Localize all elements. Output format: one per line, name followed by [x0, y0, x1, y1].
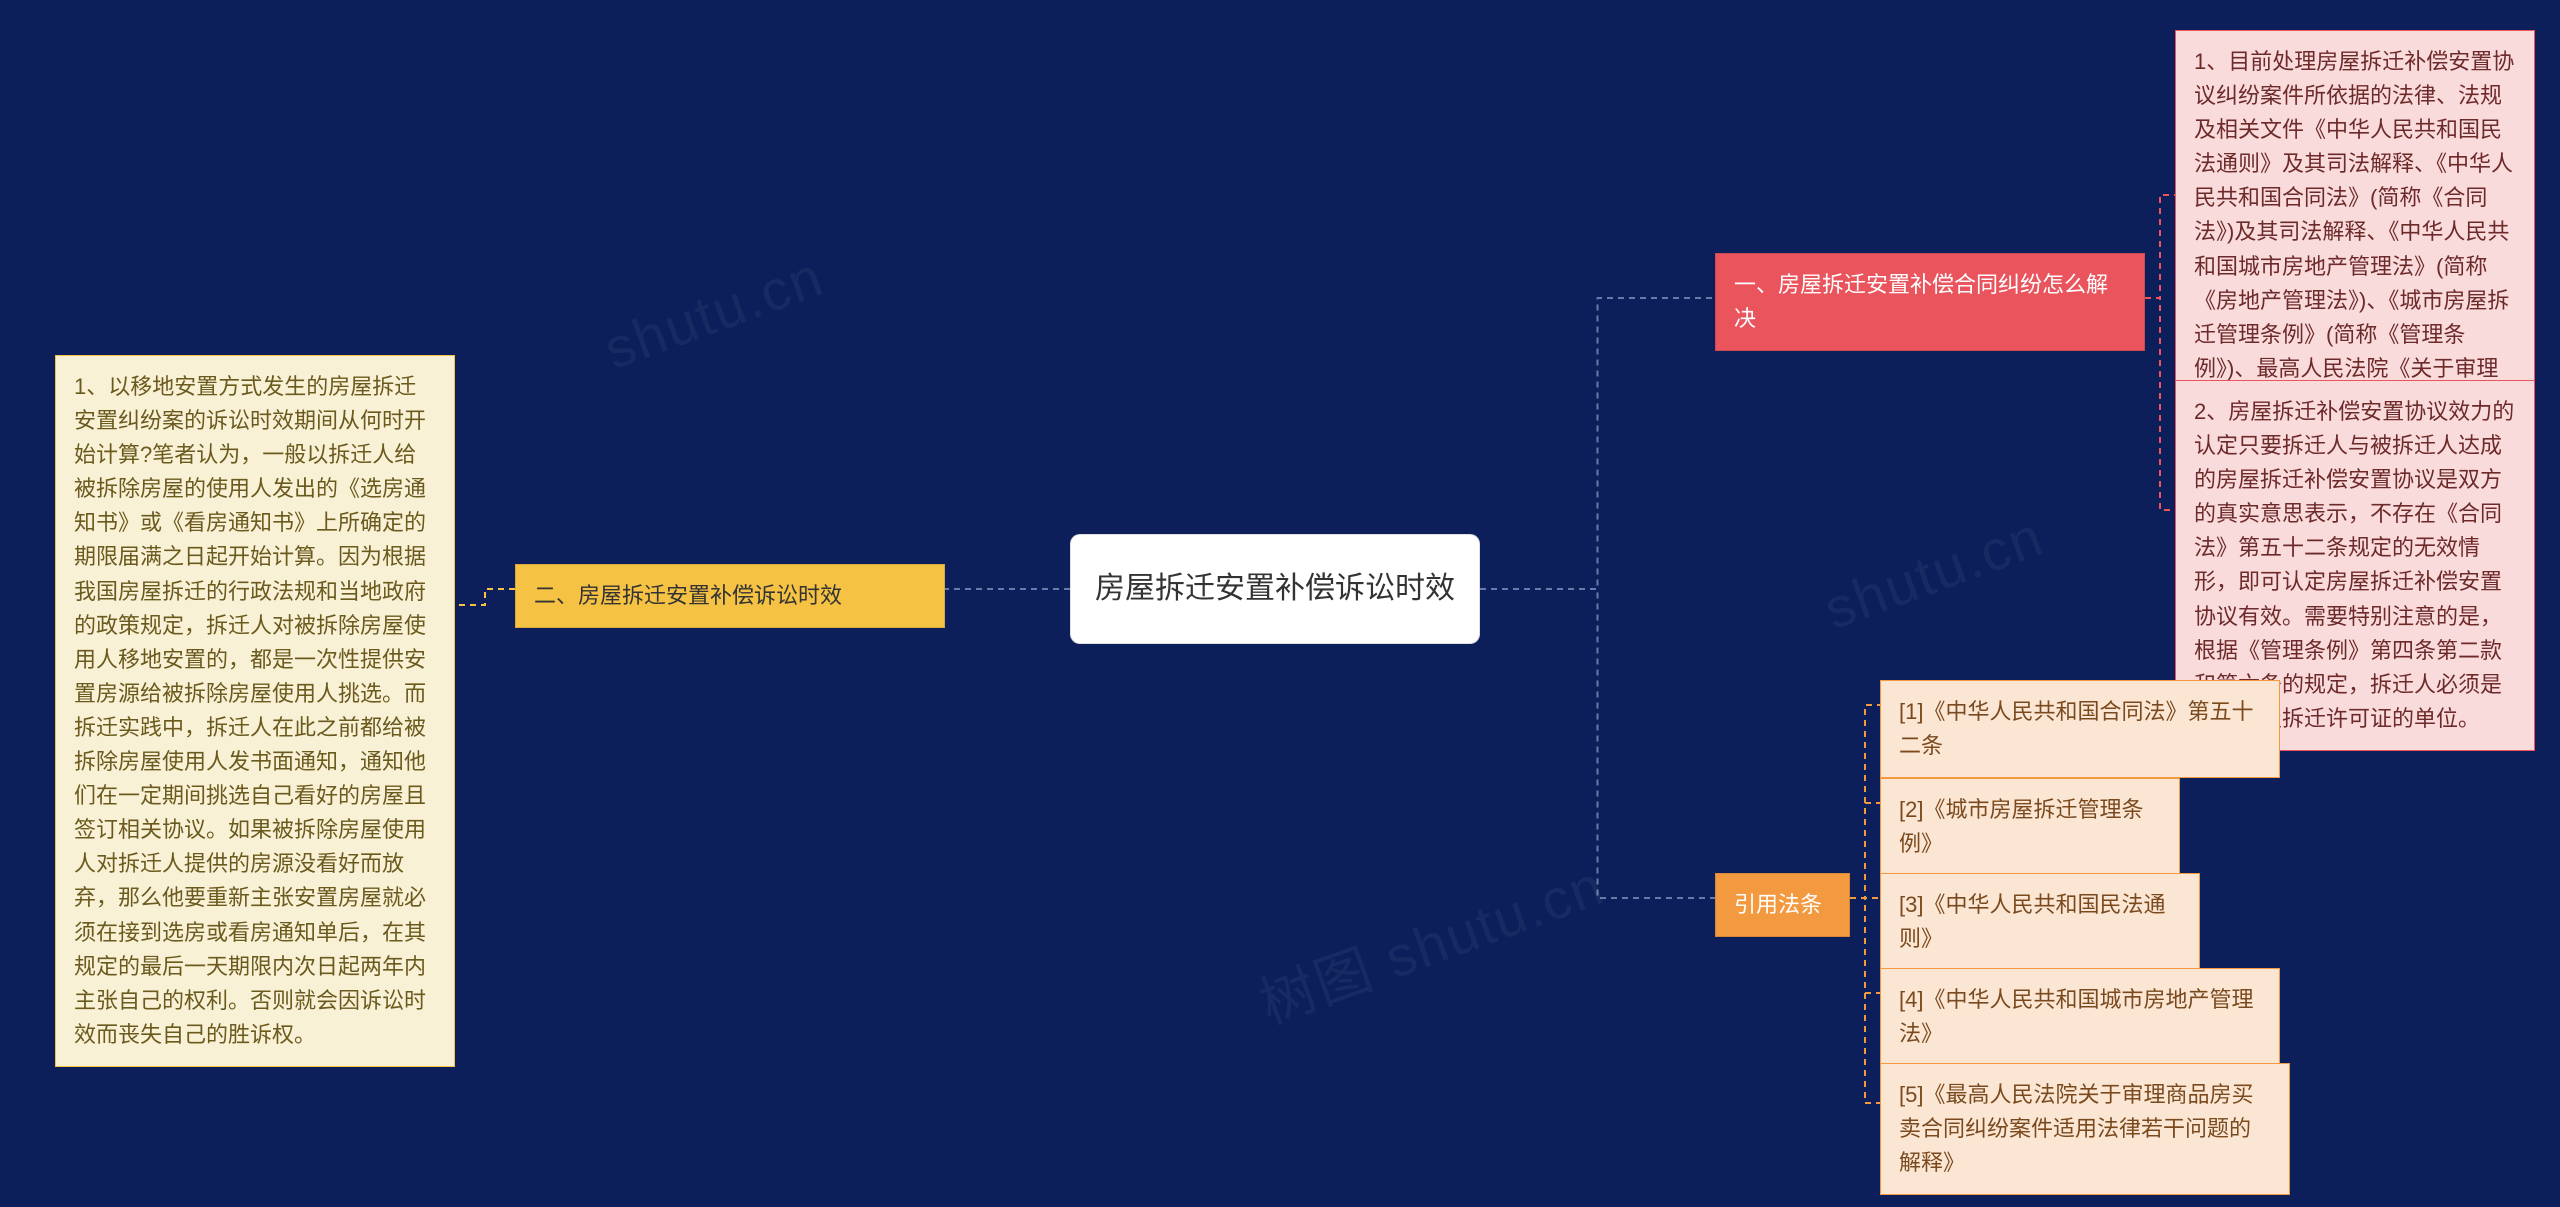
branch-3-label: 引用法条: [1734, 892, 1822, 917]
branch-3: 引用法条: [1715, 873, 1850, 937]
branch-1: 一、房屋拆迁安置补偿合同纠纷怎么解决: [1715, 253, 2145, 351]
branch-2-label: 二、房屋拆迁安置补偿诉讼时效: [534, 583, 842, 608]
branch-3-leaf-2: [3]《中华人民共和国民法通则》: [1880, 873, 2200, 971]
center-node: 房屋拆迁安置补偿诉讼时效: [1070, 534, 1480, 644]
branch-3-leaf-0-text: [1]《中华人民共和国合同法》第五十二条: [1899, 699, 2253, 758]
branch-3-leaf-3-text: [4]《中华人民共和国城市房地产管理法》: [1899, 987, 2253, 1046]
branch-3-leaf-1: [2]《城市房屋拆迁管理条例》: [1880, 778, 2180, 876]
mindmap-stage: 房屋拆迁安置补偿诉讼时效 一、房屋拆迁安置补偿合同纠纷怎么解决 1、目前处理房屋…: [0, 0, 2560, 1207]
branch-2: 二、房屋拆迁安置补偿诉讼时效: [515, 564, 945, 628]
watermark-1: shutu.cn: [1816, 503, 2052, 642]
branch-2-leaf-0-text: 1、以移地安置方式发生的房屋拆迁安置纠纷案的诉讼时效期间从何时开始计算?笔者认为…: [74, 374, 426, 1047]
branch-2-leaf-0: 1、以移地安置方式发生的房屋拆迁安置纠纷案的诉讼时效期间从何时开始计算?笔者认为…: [55, 355, 455, 1067]
branch-3-leaf-1-text: [2]《城市房屋拆迁管理条例》: [1899, 797, 2143, 856]
branch-1-label: 一、房屋拆迁安置补偿合同纠纷怎么解决: [1734, 272, 2108, 331]
branch-3-leaf-4-text: [5]《最高人民法院关于审理商品房买卖合同纠纷案件适用法律若干问题的解释》: [1899, 1082, 2253, 1175]
branch-3-leaf-3: [4]《中华人民共和国城市房地产管理法》: [1880, 968, 2280, 1066]
watermark-2: 树图 shutu.cn: [1247, 841, 1614, 1041]
branch-3-leaf-0: [1]《中华人民共和国合同法》第五十二条: [1880, 680, 2280, 778]
branch-3-leaf-4: [5]《最高人民法院关于审理商品房买卖合同纠纷案件适用法律若干问题的解释》: [1880, 1063, 2290, 1195]
center-text: 房屋拆迁安置补偿诉讼时效: [1095, 568, 1455, 610]
branch-3-leaf-2-text: [3]《中华人民共和国民法通则》: [1899, 892, 2165, 951]
watermark-0: shutu.cn: [596, 243, 832, 382]
